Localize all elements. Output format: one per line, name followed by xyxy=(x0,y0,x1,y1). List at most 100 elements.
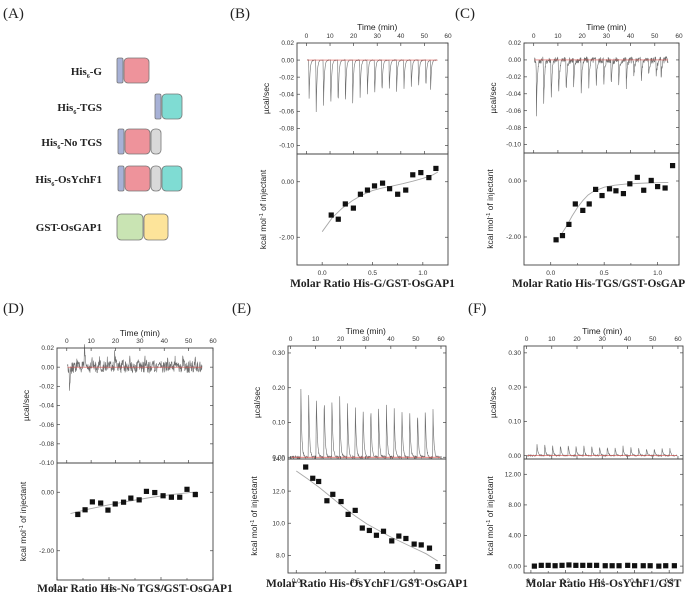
data-point xyxy=(663,563,669,569)
x-tick-label: 1.5 xyxy=(208,585,217,592)
x-tick-label: 0.5 xyxy=(368,270,377,277)
thermogram: 0 10 20 30 40 50 60 Time (min) 0.02 0.00 -0.02 -0.0… xyxy=(261,22,452,155)
y-tick-label: 0.20 xyxy=(272,385,285,392)
y-axis-title: kcal mol-1 of injectant xyxy=(18,481,28,561)
data-point xyxy=(373,532,380,538)
domain-his xyxy=(154,93,162,120)
data-point xyxy=(648,177,654,184)
y-tick-label: 0.00 xyxy=(508,57,521,64)
data-point xyxy=(379,180,386,186)
domain-his xyxy=(117,165,125,192)
x-tick-label: 60 xyxy=(437,336,445,343)
y-tick-label: 0.10 xyxy=(272,420,285,427)
data-point xyxy=(655,184,661,190)
data-point xyxy=(82,507,88,513)
x-tick-label: 20 xyxy=(350,33,358,40)
y-tick-label: 0.00 xyxy=(281,57,294,64)
x-tick-label: 20 xyxy=(579,33,587,40)
data-point xyxy=(89,499,95,505)
thermogram: 0 10 20 30 40 50 60 Time (min) 0.02 0.00 -0.02 -0.0… xyxy=(488,22,683,154)
data-point xyxy=(303,464,309,470)
fit-curve xyxy=(561,181,669,235)
panel-label: (D) xyxy=(3,301,24,317)
data-point xyxy=(538,562,544,568)
domain-linker xyxy=(150,165,162,192)
data-point xyxy=(411,541,417,547)
y-tick-label: 0.30 xyxy=(272,350,285,357)
data-point xyxy=(641,187,647,193)
x-tick-label: 30 xyxy=(374,33,382,40)
data-point xyxy=(168,494,174,500)
data-point xyxy=(609,563,615,569)
data-point xyxy=(352,507,358,513)
x-tick-label: 10 xyxy=(88,338,96,345)
data-point xyxy=(640,563,646,569)
thermogram-trace xyxy=(527,444,678,458)
data-point xyxy=(143,488,150,494)
data-point xyxy=(136,497,142,503)
construct-subscript: 6 xyxy=(87,74,90,80)
y-tick-label: -0.02 xyxy=(279,74,294,81)
panel-label: (B) xyxy=(230,6,250,22)
data-point xyxy=(387,186,393,192)
y-title-part: of injectant xyxy=(485,476,495,520)
panel-d: (D) 0 10 20 30 40 50 60 Time (min) 0.02 0.00 -0.02 -… xyxy=(3,301,233,595)
y-tick-label: 0.02 xyxy=(281,40,294,47)
x-tick-label: 30 xyxy=(362,336,370,343)
y-axis-title: µcal/sec xyxy=(252,386,262,418)
y-tick-label: -0.10 xyxy=(39,460,54,467)
panel-b: (B) 0 10 20 30 40 50 60 Time (min) 0.02 0.00 -0.02 -… xyxy=(230,6,455,290)
x-axis-title: Molar Ratio His-TGS/GST-OsGAP1 xyxy=(512,278,685,290)
domain-g xyxy=(124,165,151,192)
isotherm-frame xyxy=(296,153,449,266)
y-tick-label: 12.00 xyxy=(505,472,522,479)
construct-suffix: -No TGS xyxy=(60,137,102,149)
thermogram-trace xyxy=(291,388,441,460)
y-tick-label: 0.20 xyxy=(508,384,521,391)
data-point xyxy=(364,187,371,193)
x-axis-title: Time (min) xyxy=(346,326,386,336)
data-point xyxy=(580,207,586,213)
construct-prefix: His xyxy=(41,137,58,149)
data-point xyxy=(627,181,633,187)
x-tick-label: 50 xyxy=(412,336,420,343)
x-tick-label: 20 xyxy=(337,336,345,343)
thermogram-frame xyxy=(287,345,447,460)
data-point xyxy=(573,562,579,568)
x-tick-label: 10 xyxy=(548,336,556,343)
x-tick-label: 0.0 xyxy=(546,270,555,277)
y-tick-label: -0.06 xyxy=(506,108,521,115)
data-point xyxy=(403,535,409,542)
data-point xyxy=(112,501,118,507)
data-point xyxy=(342,201,348,207)
x-tick-label: 20 xyxy=(112,338,120,345)
y-axis-title: kcal mol-1 of injectant xyxy=(258,169,268,249)
domain-tgs xyxy=(161,165,183,192)
x-tick-label: 0.4 xyxy=(596,578,605,585)
data-point xyxy=(586,201,592,207)
construct-label: His6-No TGS xyxy=(41,137,102,151)
data-point xyxy=(152,489,158,496)
x-tick-label: 0.5 xyxy=(104,585,113,592)
data-point xyxy=(389,538,395,544)
data-point xyxy=(602,563,608,569)
x-axis-title: Molar Ratio His-No TGS/GST-OsGAP1 xyxy=(37,583,233,595)
data-point xyxy=(338,498,344,505)
data-point xyxy=(324,498,330,504)
data-point xyxy=(316,478,322,485)
data-point xyxy=(345,511,351,517)
y-axis-title: kcal mol-1 of injectant xyxy=(249,476,259,556)
x-tick-label: 0.2 xyxy=(561,578,570,585)
y-tick-label: 0.00 xyxy=(41,364,54,371)
x-tick-label: 1.0 xyxy=(653,270,662,277)
domain-gap xyxy=(143,213,169,241)
y-axis-title: kcal mol-1 of injectant xyxy=(485,169,495,249)
fit-curve xyxy=(296,470,438,562)
data-point xyxy=(669,163,676,169)
domain-his xyxy=(116,57,124,84)
data-point xyxy=(620,191,627,197)
y-tick-label: -2.00 xyxy=(279,234,294,241)
y-title-part: of injectant xyxy=(485,169,495,213)
x-tick-label: 0 xyxy=(305,33,309,40)
y-tick-label: -2.00 xyxy=(39,548,54,555)
